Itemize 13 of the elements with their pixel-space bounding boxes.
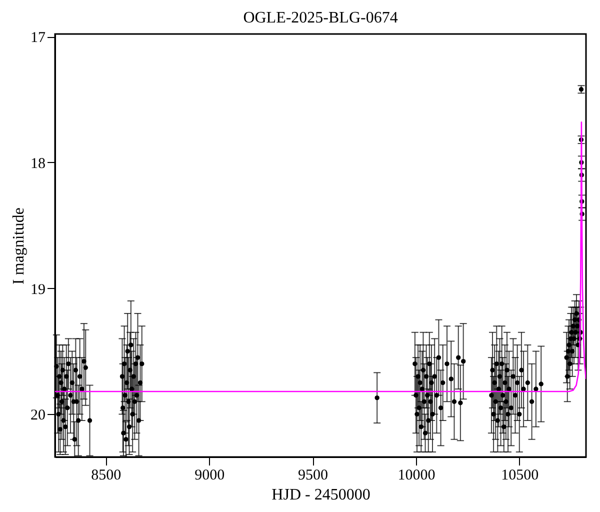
y-tick-label: 17	[30, 30, 46, 46]
x-tick-label: 9500	[298, 468, 328, 484]
x-axis-title: HJD - 2450000	[272, 486, 370, 504]
line-series	[55, 121, 586, 392]
x-tick-label: 9000	[194, 468, 225, 484]
y-tick-label: 18	[30, 156, 46, 172]
y-tick-label: 20	[30, 408, 46, 424]
y-axis-title: I magnitude	[10, 208, 28, 284]
y-tick-label: 19	[30, 282, 46, 298]
x-tick-label: 10500	[501, 468, 539, 484]
x-tick-label: 8500	[91, 468, 122, 484]
chart-title: OGLE-2025-BLG-0674	[243, 10, 398, 27]
x-tick-label: 10000	[398, 468, 436, 484]
